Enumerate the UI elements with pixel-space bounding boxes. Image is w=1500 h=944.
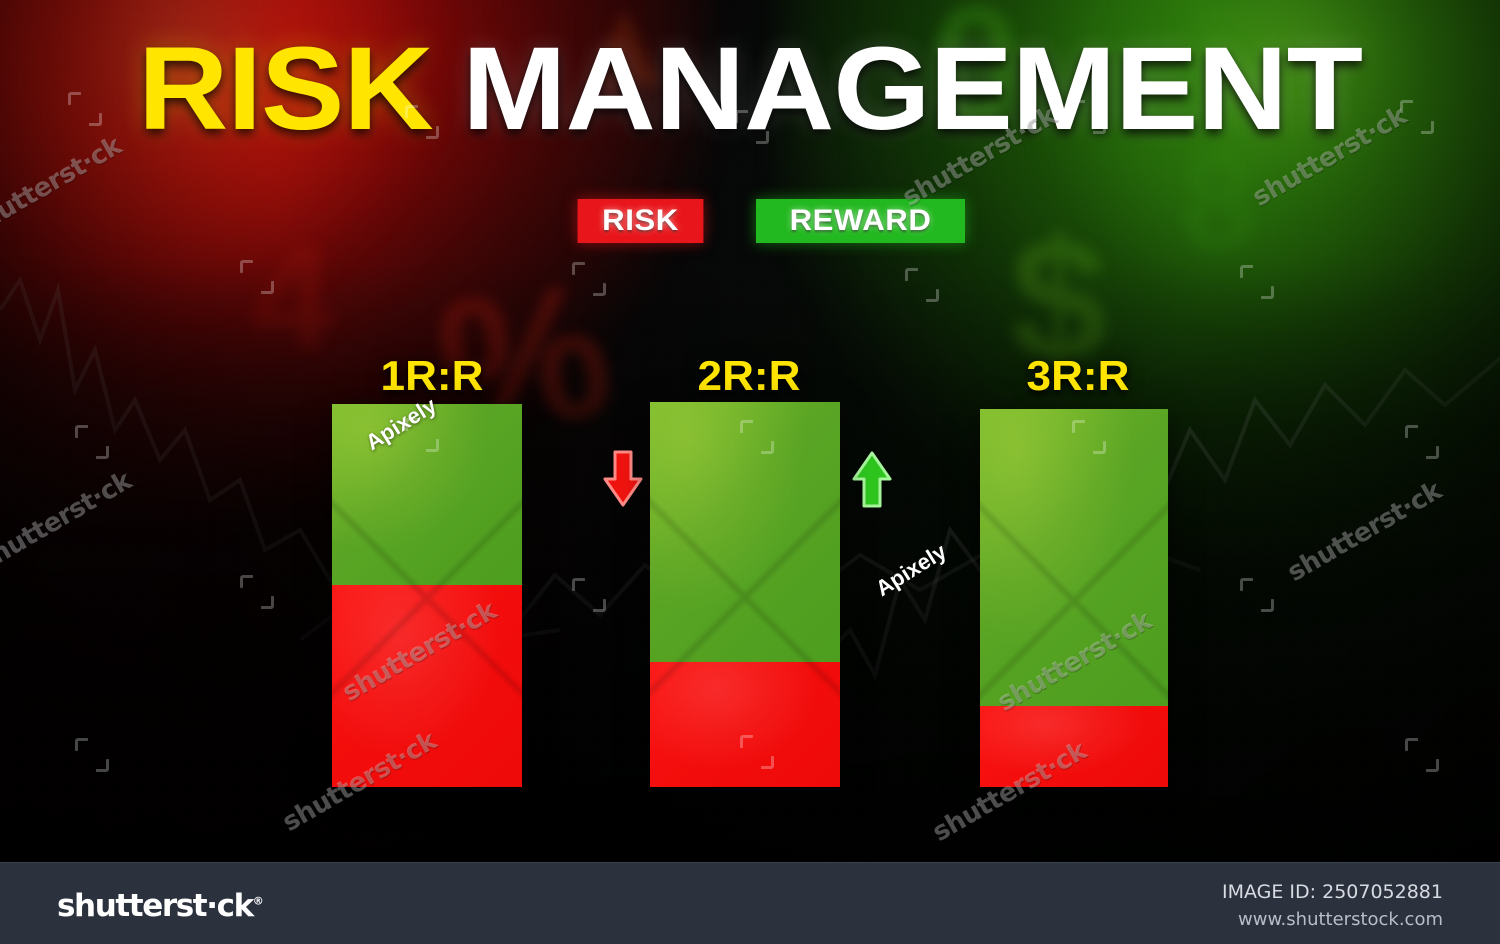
bar-2-risk-segment xyxy=(650,662,840,787)
bar-1-reward-segment xyxy=(332,404,522,585)
bar-label-3: 3R:R xyxy=(1026,352,1130,399)
title-word-risk: RISK xyxy=(138,23,434,155)
bar-2 xyxy=(650,402,840,787)
bar-1 xyxy=(332,404,522,787)
bar-3 xyxy=(980,409,1168,787)
bar-3-reward-segment xyxy=(980,409,1168,706)
legend: RISK REWARD xyxy=(0,199,1500,508)
bar-label-1: 1R:R xyxy=(380,352,484,399)
arrow-down-icon xyxy=(603,450,643,507)
bar-label-2: 2R:R xyxy=(697,352,801,399)
registered-mark-icon: ® xyxy=(252,894,264,908)
bar-1-risk-segment xyxy=(332,585,522,787)
shutterstock-logo-text: shutterst·ck xyxy=(57,888,254,924)
image-id-label: IMAGE ID: 2507052881 xyxy=(1222,881,1443,903)
arrow-up-icon xyxy=(852,451,892,508)
footer-bar: shutterst·ck® IMAGE ID: 2507052881 www.s… xyxy=(0,862,1500,944)
title-word-management: MANAGEMENT xyxy=(462,23,1363,155)
legend-badge-reward: REWARD xyxy=(755,199,966,243)
website-url-label: www.shutterstock.com xyxy=(1238,909,1443,930)
shutterstock-logo: shutterst·ck® xyxy=(57,888,264,924)
bar-2-reward-segment xyxy=(650,402,840,662)
legend-badge-risk: RISK xyxy=(577,199,704,243)
page-title: RISK MANAGEMENT xyxy=(0,30,1500,148)
bar-3-risk-segment xyxy=(980,706,1168,787)
